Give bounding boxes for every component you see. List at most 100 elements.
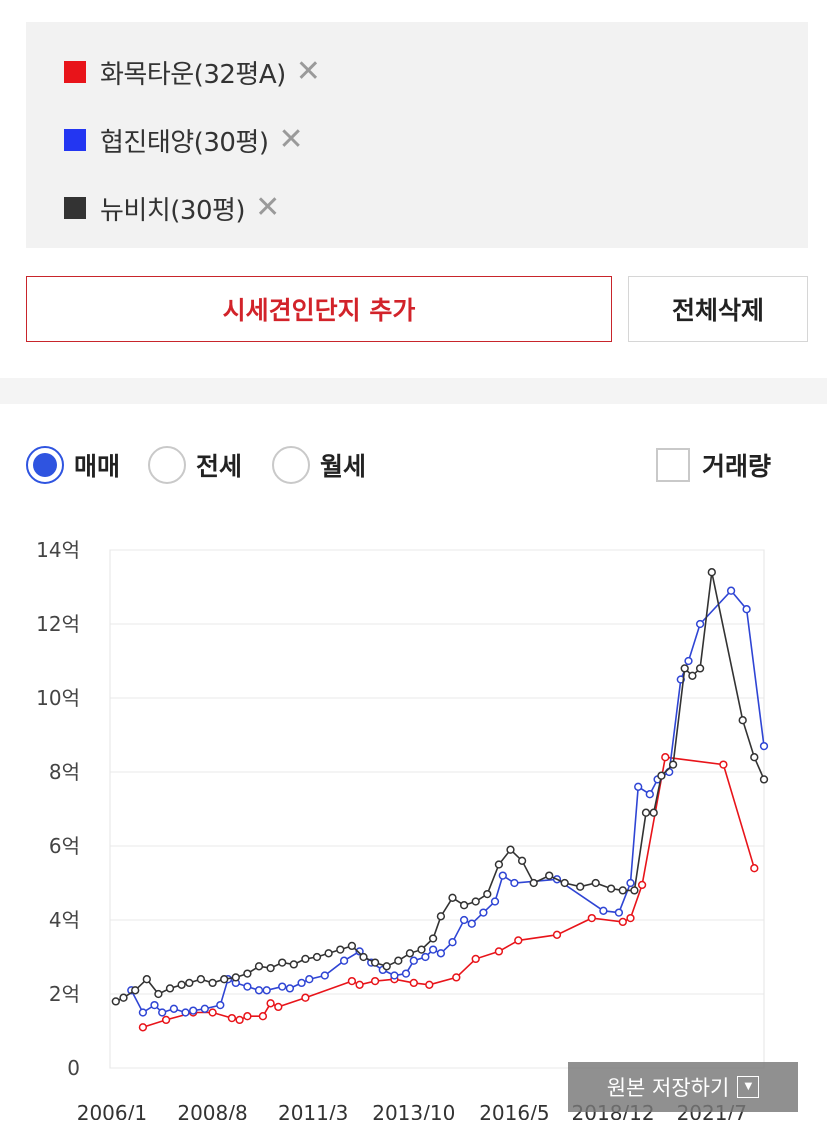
volume-toggle[interactable]: 거래량 (656, 443, 771, 487)
data-point (626, 913, 635, 923)
data-point (208, 978, 217, 988)
data-point (587, 913, 596, 923)
radio-label: 매매 (74, 452, 121, 481)
data-point (185, 978, 194, 988)
data-point (591, 878, 600, 888)
data-point (630, 886, 639, 895)
data-point (254, 962, 264, 971)
data-point (297, 978, 306, 988)
data-point (448, 938, 457, 947)
x-tick-label: 2016/5 (479, 1101, 549, 1120)
data-point (301, 954, 310, 964)
data-point (436, 949, 446, 958)
data-point (738, 716, 747, 725)
radio-button[interactable] (148, 446, 186, 484)
data-point (459, 915, 469, 925)
data-point (695, 619, 705, 629)
legend-item-1: 화목타운(32평A) ✕ (64, 52, 321, 92)
data-point (142, 975, 151, 984)
data-point (606, 884, 616, 893)
y-tick-label: 2억 (49, 982, 80, 1006)
data-point (258, 1012, 268, 1021)
delete-all-button[interactable]: 전체삭제 (628, 276, 808, 342)
data-point (514, 936, 523, 945)
legend-label: 협진태양(30평) (100, 127, 269, 158)
y-tick-label: 4억 (49, 908, 80, 932)
data-point (227, 1013, 237, 1023)
data-point (428, 934, 438, 943)
data-point (138, 1023, 148, 1032)
data-point (545, 871, 554, 880)
data-point (231, 973, 240, 982)
data-point (560, 878, 569, 888)
legend-swatch (64, 129, 86, 151)
radio-button[interactable] (272, 446, 310, 484)
data-point (618, 886, 627, 895)
add-complex-button[interactable]: 시세견인단지 추가 (26, 276, 612, 342)
save-label: 원본 저장하기 (606, 1076, 730, 1100)
series-3 (111, 568, 769, 1006)
data-point (688, 671, 697, 680)
data-point (339, 956, 349, 965)
data-point (401, 969, 411, 978)
data-point (359, 952, 368, 962)
x-tick-label: 2008/8 (177, 1101, 247, 1120)
data-point (289, 960, 298, 969)
data-point (165, 984, 175, 993)
data-point (324, 949, 333, 958)
data-point (196, 975, 206, 984)
legend-item-3: 뉴비치(30평) ✕ (64, 188, 280, 228)
data-point (436, 912, 446, 921)
data-point (370, 976, 380, 986)
data-point (719, 760, 728, 769)
data-point (483, 889, 492, 899)
radio-label: 전세 (196, 452, 243, 481)
data-point (452, 973, 461, 982)
data-point (131, 986, 140, 995)
data-point (243, 982, 252, 991)
data-point (661, 753, 670, 762)
legend-swatch (64, 61, 86, 83)
data-point (425, 980, 434, 989)
legend-swatch (64, 197, 86, 219)
data-point (243, 969, 252, 978)
data-point (254, 986, 264, 995)
data-point (668, 760, 678, 769)
data-point (576, 882, 585, 891)
series-line (130, 589, 765, 1014)
data-point (301, 993, 310, 1002)
data-point (235, 1015, 244, 1025)
data-point (421, 952, 430, 962)
data-point (680, 664, 689, 673)
data-point (517, 856, 527, 865)
radio-sale[interactable]: 매매 (26, 443, 120, 487)
data-point (355, 947, 364, 956)
data-point (409, 956, 418, 965)
data-point (649, 808, 658, 817)
data-point (599, 906, 608, 915)
data-point (266, 999, 275, 1008)
data-point (626, 878, 635, 888)
data-point (750, 753, 759, 762)
data-point (336, 945, 345, 954)
close-icon[interactable]: ✕ (295, 54, 321, 89)
close-icon[interactable]: ✕ (278, 122, 304, 157)
data-point (707, 568, 716, 577)
data-point (262, 986, 271, 995)
y-tick-label: 10억 (36, 686, 80, 710)
volume-label: 거래량 (702, 452, 772, 481)
save-original-button[interactable]: 원본 저장하기 ▼ (568, 1062, 798, 1112)
radio-monthly[interactable]: 월세 (272, 443, 366, 487)
data-point (370, 958, 380, 967)
data-point (471, 897, 480, 906)
volume-checkbox[interactable] (656, 448, 690, 482)
radio-jeonse[interactable]: 전세 (148, 443, 242, 487)
data-point (405, 949, 415, 958)
data-point (634, 782, 643, 791)
data-point (347, 941, 357, 951)
radio-button-checked[interactable] (26, 446, 64, 484)
data-point (285, 984, 295, 993)
close-icon[interactable]: ✕ (255, 190, 281, 225)
data-point (459, 901, 469, 910)
data-point (355, 980, 364, 989)
